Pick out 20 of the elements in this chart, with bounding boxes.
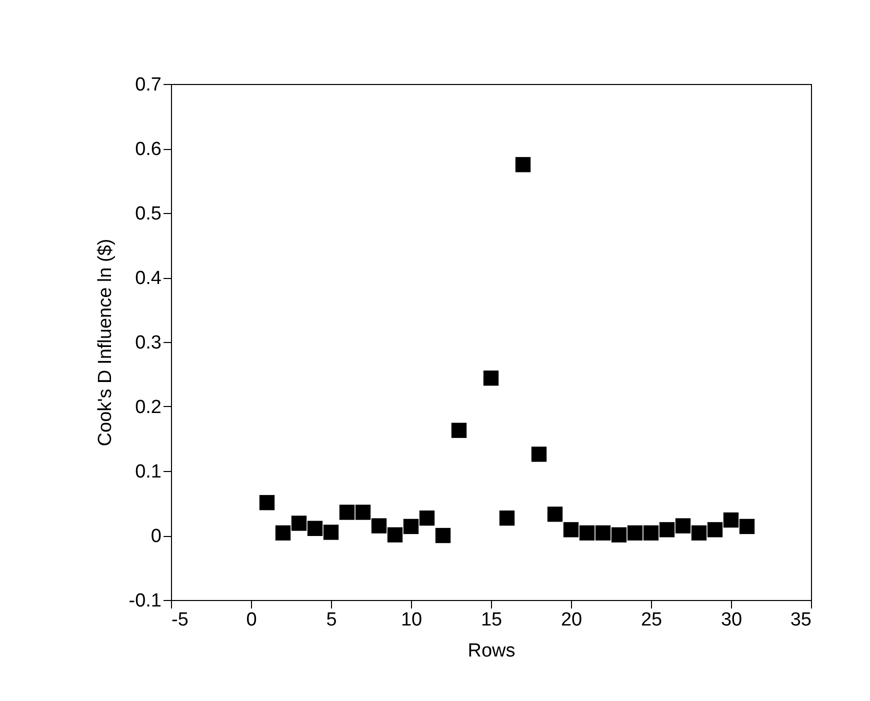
y-tick-label: 0.5 — [135, 204, 162, 224]
x-tick-label: 20 — [560, 610, 582, 630]
y-tick-label: 0.7 — [135, 74, 162, 96]
x-tick-label: 5 — [326, 610, 337, 630]
y-tick-label: 0 — [150, 526, 162, 547]
y-tick-label: 0.2 — [135, 397, 162, 418]
x-tick-label: 10 — [400, 610, 422, 630]
y-tick-label: 0.3 — [135, 332, 162, 354]
x-tick-label: 30 — [720, 610, 742, 630]
x-tick-label: -5 — [172, 610, 188, 630]
x-axis-title: Rows — [468, 640, 516, 662]
x-tick-label: 35 — [790, 610, 812, 630]
y-tick-label: 0.1 — [135, 462, 162, 482]
x-tick-label: 0 — [246, 610, 257, 630]
y-axis-title: Cook's D Influence ln ($) — [94, 238, 116, 446]
x-tick-label: 15 — [480, 610, 502, 630]
x-tick-label: 25 — [640, 610, 662, 630]
y-tick-label: 0.4 — [135, 268, 162, 289]
y-tick-label: -0.1 — [128, 590, 162, 612]
y-tick-label: 0.6 — [135, 139, 162, 160]
